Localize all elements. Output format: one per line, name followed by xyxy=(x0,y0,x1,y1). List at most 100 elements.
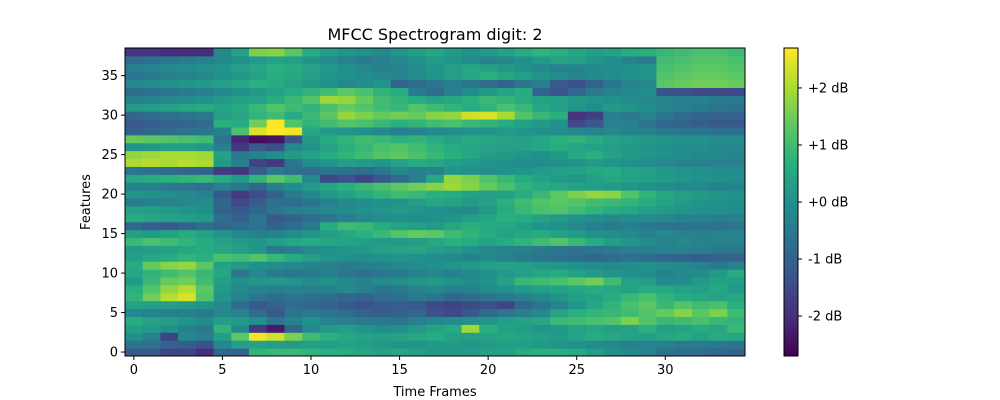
colorbar-tick-label: -2 dB xyxy=(808,310,842,325)
heatmap-cell xyxy=(142,142,161,152)
heatmap-cell xyxy=(213,95,232,104)
heatmap-cell xyxy=(585,182,604,191)
heatmap-cell xyxy=(195,229,215,239)
heatmap-cell xyxy=(567,111,587,120)
heatmap-cell xyxy=(390,166,409,175)
heatmap-cell xyxy=(408,190,427,199)
heatmap-cell xyxy=(249,111,268,120)
heatmap-cell xyxy=(550,126,569,136)
heatmap-cell xyxy=(479,308,498,318)
heatmap-cell xyxy=(319,55,339,65)
heatmap-cell xyxy=(249,253,268,262)
heatmap-cell xyxy=(691,158,711,167)
heatmap-cell xyxy=(373,229,392,239)
heatmap-cell xyxy=(142,261,161,270)
heatmap-cell xyxy=(727,190,746,199)
heatmap-cell xyxy=(213,229,232,239)
heatmap-cell xyxy=(319,324,339,333)
heatmap-cell xyxy=(443,332,463,341)
heatmap-cell xyxy=(585,63,604,73)
heatmap-cell xyxy=(302,63,321,73)
heatmap-cell xyxy=(249,55,268,65)
heatmap-cell xyxy=(638,190,657,199)
heatmap-cell xyxy=(355,111,374,120)
heatmap-cell xyxy=(213,174,232,183)
heatmap-cell xyxy=(691,134,711,144)
heatmap-cell xyxy=(355,134,374,144)
heatmap-cell xyxy=(302,198,321,207)
heatmap-cell xyxy=(497,79,516,88)
heatmap-cell xyxy=(337,79,356,88)
heatmap-cell xyxy=(550,316,569,325)
heatmap-cell xyxy=(355,166,374,175)
heatmap-cell xyxy=(497,300,516,310)
heatmap-cell xyxy=(390,126,409,136)
heatmap-cell xyxy=(266,111,285,120)
heatmap-cell xyxy=(691,205,711,215)
heatmap-cell xyxy=(585,229,604,239)
heatmap-cell xyxy=(443,134,463,144)
heatmap-cell xyxy=(603,126,622,136)
heatmap-cell xyxy=(461,221,480,231)
heatmap-cell xyxy=(674,332,693,341)
heatmap-cell xyxy=(284,245,303,254)
heatmap-cell xyxy=(302,158,321,167)
heatmap-cell xyxy=(550,87,569,96)
heatmap-cell xyxy=(479,63,498,73)
heatmap-cell xyxy=(638,55,657,65)
heatmap-cell xyxy=(638,95,657,104)
heatmap-cell xyxy=(231,126,250,136)
heatmap-cell xyxy=(497,245,516,254)
heatmap-cell xyxy=(603,95,622,104)
heatmap-cell xyxy=(727,277,746,286)
heatmap-cell xyxy=(709,198,728,207)
heatmap-cells xyxy=(125,48,746,357)
heatmap-cell xyxy=(266,103,285,112)
heatmap-cell xyxy=(461,284,480,294)
heatmap-cell xyxy=(727,213,746,223)
heatmap-cell xyxy=(709,150,728,160)
heatmap-cell xyxy=(532,277,551,286)
heatmap-cell xyxy=(727,63,746,73)
heatmap-cell xyxy=(567,269,587,278)
heatmap-cell xyxy=(213,261,232,270)
heatmap-cell xyxy=(142,316,161,325)
heatmap-cell xyxy=(691,229,711,239)
heatmap-cell xyxy=(603,150,622,160)
heatmap-cell xyxy=(656,292,675,302)
heatmap-cell xyxy=(727,332,746,341)
heatmap-cell xyxy=(656,316,675,325)
heatmap-cell xyxy=(373,142,392,152)
heatmap-cell xyxy=(443,300,463,310)
heatmap-cell xyxy=(426,87,445,96)
heatmap-cell xyxy=(373,190,392,199)
heatmap-cell xyxy=(284,79,303,88)
heatmap-cell xyxy=(319,229,339,239)
heatmap-cell xyxy=(178,55,197,65)
heatmap-cell xyxy=(408,300,427,310)
heatmap-cell xyxy=(674,340,693,349)
heatmap-cell xyxy=(160,284,179,294)
heatmap-cell xyxy=(638,174,657,183)
heatmap-cell xyxy=(426,48,445,57)
heatmap-cell xyxy=(178,269,197,278)
heatmap-cell xyxy=(426,284,445,294)
heatmap-cell xyxy=(390,340,409,349)
heatmap-cell xyxy=(231,158,250,167)
heatmap-cell xyxy=(142,190,161,199)
heatmap-cell xyxy=(125,221,144,231)
heatmap-cell xyxy=(266,261,285,270)
heatmap-cell xyxy=(638,308,657,318)
heatmap-cell xyxy=(674,48,693,57)
heatmap-cell xyxy=(195,103,215,112)
heatmap-cell xyxy=(514,245,533,254)
heatmap-cell xyxy=(373,158,392,167)
heatmap-cell xyxy=(621,348,640,357)
heatmap-cell xyxy=(213,126,232,136)
heatmap-cell xyxy=(249,79,268,88)
heatmap-cell xyxy=(550,261,569,270)
heatmap-cell xyxy=(213,221,232,231)
heatmap-cell xyxy=(727,205,746,215)
heatmap-cell xyxy=(567,166,587,175)
heatmap-cell xyxy=(497,253,516,262)
